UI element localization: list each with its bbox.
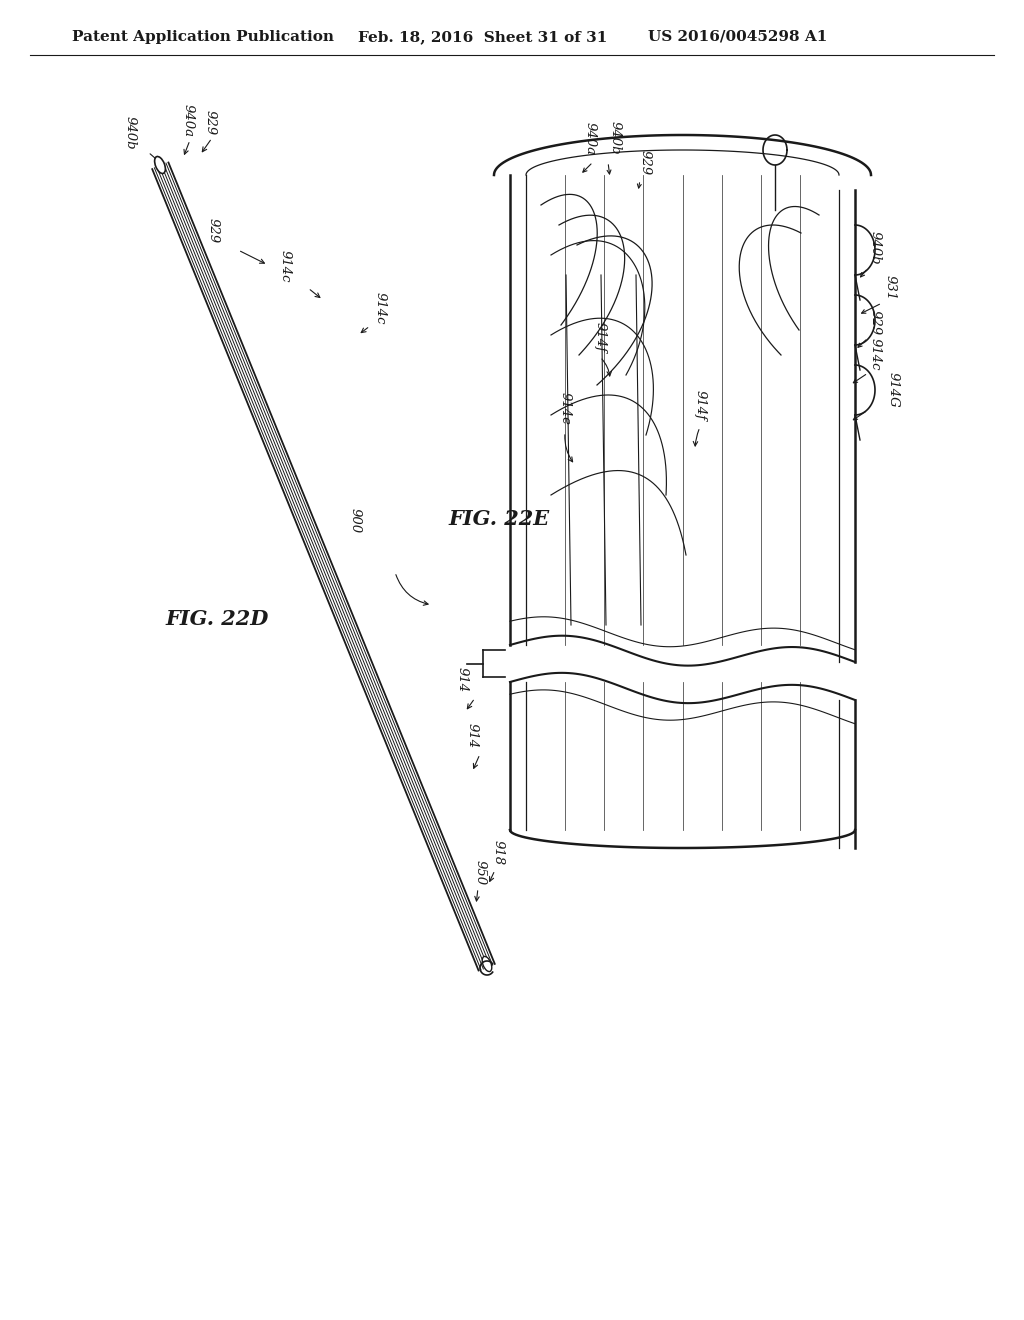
Text: 940b: 940b (124, 116, 136, 150)
Text: 914c: 914c (279, 249, 292, 282)
Text: 914f: 914f (693, 389, 707, 420)
Text: 914e: 914e (558, 392, 571, 425)
Text: 900: 900 (348, 508, 361, 533)
Text: 914f: 914f (594, 322, 606, 352)
Ellipse shape (155, 157, 165, 173)
Text: 914: 914 (466, 723, 478, 748)
Text: 940a: 940a (584, 121, 597, 154)
Ellipse shape (482, 957, 492, 972)
Text: 929: 929 (868, 310, 882, 335)
Text: 929: 929 (207, 218, 219, 243)
Text: 914G: 914G (887, 372, 899, 408)
Text: FIG. 22E: FIG. 22E (449, 510, 549, 529)
Text: 940b: 940b (608, 121, 622, 154)
Text: Patent Application Publication: Patent Application Publication (72, 30, 334, 44)
Text: 914: 914 (456, 667, 469, 692)
Text: 929: 929 (639, 150, 651, 176)
Text: 940a: 940a (181, 104, 195, 137)
Text: 950: 950 (473, 859, 486, 884)
Text: US 2016/0045298 A1: US 2016/0045298 A1 (648, 30, 827, 44)
Text: 931: 931 (884, 275, 896, 300)
Text: FIG. 22D: FIG. 22D (165, 609, 268, 630)
Text: Feb. 18, 2016  Sheet 31 of 31: Feb. 18, 2016 Sheet 31 of 31 (358, 30, 607, 44)
Text: 914c: 914c (374, 292, 386, 323)
Text: 929: 929 (204, 110, 216, 135)
Text: 918: 918 (492, 840, 505, 865)
Text: 914c: 914c (868, 338, 882, 370)
Text: 940b: 940b (868, 231, 882, 265)
